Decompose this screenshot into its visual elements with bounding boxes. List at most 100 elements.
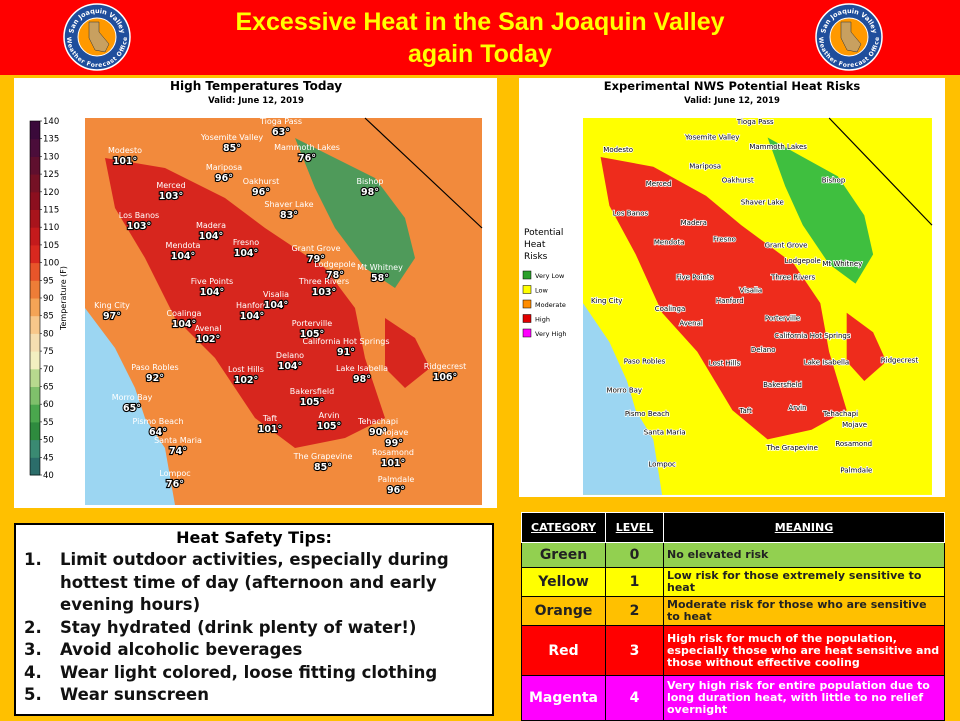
colorbar-tick-label: 90 [43, 294, 54, 304]
city-temp: 92° [146, 373, 164, 384]
colorbar-tick-label: 135 [43, 135, 59, 145]
city-temp: 96° [387, 485, 405, 496]
legend-label: High [535, 316, 550, 324]
tips-list: 1. Limit outdoor activities, especially d… [16, 549, 492, 707]
city-name: Mendota [166, 241, 201, 250]
cell-category: Green [521, 542, 606, 568]
city-name: Visalia [740, 286, 763, 294]
cell-category: Orange [521, 596, 606, 626]
city-temp: 98° [361, 187, 379, 198]
legend-swatch [522, 299, 532, 309]
city-name: Mammoth Lakes [274, 143, 340, 152]
city-name: King City [94, 301, 130, 310]
city-temp: 96° [215, 173, 233, 184]
city-name: Hanford [716, 297, 744, 305]
city-temp: 97° [103, 311, 121, 322]
tip: 1. Limit outdoor activities, especially d… [24, 549, 486, 617]
city-name: Ridgecrest [881, 356, 919, 364]
colorbar-segment [30, 209, 40, 228]
city-name: Five Points [191, 277, 233, 286]
city-name: Three Rivers [770, 274, 815, 282]
map-sierra [767, 137, 874, 284]
city-name: Ridgecrest [424, 362, 467, 371]
cell-meaning: Very high risk for entire population due… [663, 675, 945, 721]
tip-text: Stay hydrated (drink plenty of water!) [60, 617, 417, 637]
city-name: Palmdale [378, 475, 415, 484]
logo-state [840, 21, 862, 53]
tip-number: 4. [24, 662, 42, 682]
city-temp: 90° [369, 427, 387, 438]
legend-label: Very High [535, 330, 566, 338]
cell-category: Yellow [521, 567, 606, 597]
city-name: Taft [262, 414, 277, 423]
city-name: Madera [196, 221, 226, 230]
city-temp: 103° [159, 191, 184, 202]
city-name: Shaver Lake [264, 200, 313, 209]
legend-label: Low [535, 287, 548, 295]
city-temp: 79° [307, 254, 325, 265]
county-line [364, 117, 483, 229]
map-ocean [583, 303, 663, 495]
city-name: Morro Bay [607, 387, 643, 395]
colorbar-tick-label: 50 [43, 436, 54, 446]
city-temp: 63° [272, 127, 290, 138]
colorbar-label: Temperature (F) [59, 266, 68, 331]
city-temp: 105° [317, 421, 342, 432]
city-name: Madera [681, 219, 707, 227]
cell-meaning: Moderate risk for those who are sensitiv… [663, 596, 945, 626]
city-temp: 91° [337, 347, 355, 358]
city-name: Tioga Pass [736, 118, 774, 126]
colorbar-segment [30, 315, 40, 334]
cell-level: 1 [605, 567, 664, 597]
city-name: Modesto [108, 146, 142, 155]
colorbar-tick-label: 125 [43, 170, 59, 180]
city-temp: 104° [264, 300, 289, 311]
colorbar-segment [30, 280, 40, 299]
legend-swatch [522, 328, 532, 338]
city-name: Los Banos [613, 209, 649, 217]
city-name: Delano [276, 351, 304, 360]
colorbar-segment [30, 439, 40, 458]
city-temp: 104° [234, 248, 259, 259]
city-name: Yosemite Valley [200, 133, 264, 142]
city-name: California Hot Springs [302, 337, 389, 346]
tip-number: 2. [24, 617, 42, 637]
city-name: Morro Bay [112, 393, 153, 402]
city-name: Merced [156, 181, 185, 190]
city-name: Shaver Lake [741, 199, 784, 207]
tip: 3. Avoid alcoholic beverages [24, 639, 486, 662]
city-name: Lodgepole [314, 260, 355, 269]
legend-swatch [522, 270, 532, 280]
city-temp: 103° [312, 287, 337, 298]
cell-meaning: No elevated risk [663, 542, 945, 568]
city-temp: 64° [149, 427, 167, 438]
city-temp: 103° [127, 221, 152, 232]
colorbar-segment [30, 174, 40, 193]
city-name: Mendota [654, 239, 685, 247]
risk-table: CATEGORY LEVEL MEANING Green 0 No elevated r… [521, 512, 945, 721]
colorbar-segment [30, 156, 40, 175]
column-header: LEVEL [605, 512, 664, 543]
city-name: Mojave [380, 428, 409, 437]
colorbar-segment [30, 227, 40, 246]
city-name: Rosamond [835, 440, 872, 448]
city-name: Santa Maria [644, 429, 686, 437]
city-name: Grant Grove [291, 244, 340, 253]
colorbar-tick-label: 45 [43, 453, 54, 463]
tips-title: Heat Safety Tips: [176, 528, 332, 547]
city-temp: 76° [166, 479, 184, 490]
tip-number: 5. [24, 685, 42, 704]
city-name: Avenal [195, 324, 222, 333]
cell-level: 3 [605, 625, 664, 676]
city-temp: 85° [314, 462, 332, 473]
tip: 2. Stay hydrated (drink plenty of water!) [24, 617, 486, 640]
column-header: CATEGORY [521, 512, 606, 543]
colorbar-tick-label: 40 [43, 471, 54, 481]
city-name: Fresno [233, 238, 259, 247]
city-temp: 78° [326, 270, 344, 281]
map-sierra [295, 138, 415, 288]
colorbar-segment [30, 298, 40, 317]
table-row: Green 0 No elevated risk [521, 542, 945, 568]
map-hot [846, 312, 887, 381]
